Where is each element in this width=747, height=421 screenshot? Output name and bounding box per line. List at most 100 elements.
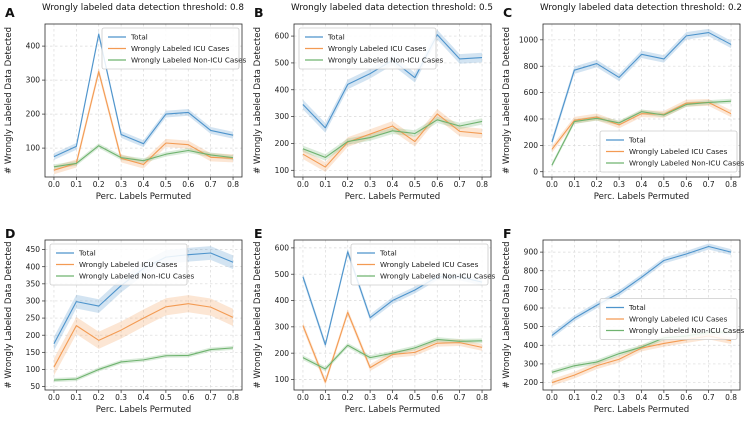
legend-label-0: Total: [379, 249, 397, 258]
chart-c: 0.0 0.1 0.2 0.3 0.4 0.5 0.6 0.7 0.8 0 200 400 600 800…: [502, 23, 744, 202]
x-axis-label: Perc. Labels Permuted: [96, 405, 192, 415]
x-tick-label: 0.7: [205, 180, 217, 189]
y-tick-label: 200: [275, 349, 290, 358]
axes-ticks: 0.0 0.1 0.2 0.3 0.4 0.5 0.6 0.7 0.8 100 200 300 400: [26, 42, 240, 189]
series-line-1: [302, 311, 483, 383]
chart-title-b: Wrongly labeled data detection threshold…: [291, 3, 493, 13]
legend-label-1: Wrongly Labeled ICU Cases: [629, 315, 728, 324]
x-tick-label: 0.0: [297, 393, 309, 402]
x-tick-label: 0.8: [476, 393, 488, 402]
x-axis-label: Perc. Labels Permuted: [345, 405, 441, 415]
legend-label-2: Wrongly Labeled Non-ICU Cases: [380, 272, 495, 281]
x-tick-label: 0.1: [568, 393, 580, 402]
x-tick-label: 0.0: [297, 180, 309, 189]
series-line-0: [551, 245, 732, 336]
y-tick-label: 200: [275, 139, 290, 148]
legend: Total Wrongly Labeled ICU Cases Wrongly La…: [350, 243, 495, 286]
series-band-2: [53, 143, 234, 170]
axes-ticks: 0.0 0.1 0.2 0.3 0.4 0.5 0.6 0.7 0.8 100 200 300 400 5…: [275, 243, 489, 402]
chart-a: 0.0 0.1 0.2 0.3 0.4 0.5 0.6 0.7 0.8 100 200 300 400 P…: [4, 23, 246, 202]
y-tick-label: 400: [275, 85, 290, 94]
x-tick-label: 0.2: [591, 180, 603, 189]
x-tick-label: 0.6: [431, 393, 443, 402]
legend-box: [599, 298, 738, 340]
y-tick-label: 0: [533, 167, 538, 176]
y-tick-label: 450: [26, 245, 41, 254]
y-tick-label: 250: [26, 314, 41, 323]
y-tick-label: 400: [275, 296, 290, 305]
legend: Total Wrongly Labeled ICU Cases Wrongly La…: [49, 243, 194, 286]
y-tick-label: 500: [524, 322, 539, 331]
x-tick-label: 0.0: [546, 180, 558, 189]
x-tick-label: 0.6: [182, 393, 194, 402]
y-tick-label: 700: [524, 285, 539, 294]
legend-label-1: Wrongly Labeled ICU Cases: [79, 260, 178, 269]
axes-ticks: 0.0 0.1 0.2 0.3 0.4 0.5 0.6 0.7 0.8 50 100 150 200 25…: [26, 245, 240, 402]
y-axis-label: # Wrongly Labeled Data Detected: [253, 27, 263, 174]
x-tick-label: 0.0: [48, 393, 60, 402]
legend-label-0: Total: [78, 249, 96, 258]
y-tick-label: 300: [524, 360, 539, 369]
series-line-2: [53, 145, 234, 168]
x-axis-label: Perc. Labels Permuted: [594, 405, 690, 415]
series-band-0: [53, 30, 234, 160]
x-tick-label: 0.3: [115, 180, 127, 189]
panel-c: C Wrongly labeled data detection thresho…: [498, 0, 747, 210]
y-tick-label: 500: [275, 270, 290, 279]
x-tick-label: 0.8: [227, 393, 239, 402]
panel-b: B Wrongly labeled data detection thresho…: [249, 0, 498, 210]
x-tick-label: 0.2: [93, 393, 105, 402]
legend-label-0: Total: [628, 136, 646, 145]
series-band-1: [53, 295, 234, 376]
y-tick-label: 400: [26, 262, 41, 271]
legend-box: [49, 243, 188, 286]
x-tick-label: 0.1: [70, 180, 82, 189]
x-axis-label: Perc. Labels Permuted: [345, 192, 441, 202]
y-axis-label: # Wrongly Labeled Data Detected: [253, 241, 263, 388]
y-tick-label: 600: [524, 304, 539, 313]
axes-ticks: 0.0 0.1 0.2 0.3 0.4 0.5 0.6 0.7 0.8 0 200 400 600 800…: [519, 35, 737, 189]
y-tick-label: 800: [524, 266, 539, 275]
x-tick-label: 0.6: [680, 180, 692, 189]
series-line-2: [302, 119, 483, 158]
x-tick-label: 0.4: [138, 180, 150, 189]
panel-letter-b: B: [254, 5, 264, 20]
x-tick-label: 0.2: [93, 180, 105, 189]
x-tick-label: 0.5: [409, 180, 421, 189]
legend-label-1: Wrongly Labeled ICU Cases: [131, 44, 230, 53]
y-tick-label: 1000: [519, 35, 538, 44]
y-tick-label: 800: [524, 62, 539, 71]
x-tick-label: 0.8: [725, 393, 737, 402]
y-tick-label: 100: [275, 375, 290, 384]
legend-label-1: Wrongly Labeled ICU Cases: [629, 147, 728, 156]
panel-e: E 0.0 0.1 0.2 0.3 0.4 0.5 0.6 0.7 0.8 100 200 300 40…: [249, 210, 498, 421]
x-tick-label: 0.4: [387, 180, 399, 189]
series-line-1: [53, 303, 234, 368]
chart-e: 0.0 0.1 0.2 0.3 0.4 0.5 0.6 0.7 0.8 100 200 300 400 5…: [253, 239, 495, 415]
x-axis-label: Perc. Labels Permuted: [96, 192, 192, 202]
series-band-2: [551, 98, 732, 168]
y-tick-label: 600: [524, 88, 539, 97]
y-tick-label: 300: [275, 322, 290, 331]
x-tick-label: 0.2: [342, 393, 354, 402]
y-tick-label: 200: [26, 110, 41, 119]
legend-label-2: Wrongly Labeled Non-ICU Cases: [629, 326, 744, 335]
y-tick-label: 200: [26, 331, 41, 340]
series-line-2: [551, 100, 732, 166]
x-tick-label: 0.5: [160, 393, 172, 402]
x-tick-label: 0.7: [703, 180, 715, 189]
legend-label-0: Total: [628, 303, 646, 312]
x-tick-label: 0.5: [658, 180, 670, 189]
x-tick-label: 0.8: [725, 180, 737, 189]
x-tick-label: 0.1: [319, 393, 331, 402]
x-tick-label: 0.0: [48, 180, 60, 189]
legend: Total Wrongly Labeled ICU Cases Wrongly La…: [101, 27, 246, 70]
panel-letter-d: D: [5, 226, 16, 241]
x-tick-label: 0.4: [387, 393, 399, 402]
legend-label-1: Wrongly Labeled ICU Cases: [380, 260, 479, 269]
x-tick-label: 0.7: [454, 180, 466, 189]
x-tick-label: 0.7: [454, 393, 466, 402]
x-tick-label: 0.6: [182, 180, 194, 189]
series-band-0: [302, 248, 483, 349]
